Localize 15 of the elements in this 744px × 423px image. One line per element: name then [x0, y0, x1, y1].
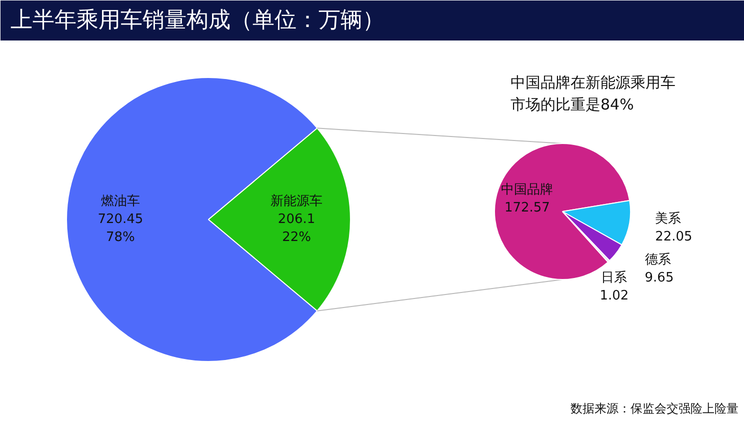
chart-title: 中国品牌在新能源乘用车市场的比重是84% [510, 74, 676, 114]
slice-label: 日系 [601, 270, 628, 286]
data-label: 720.45 78% [98, 212, 144, 245]
data-label: 22.05 [655, 229, 692, 244]
data-label: 9.65 [644, 270, 674, 286]
slice-label: 德系 [644, 252, 671, 268]
source-note: 数据来源：保监会交强险上险量 [570, 402, 738, 416]
slice-label: 美系 [655, 210, 682, 226]
data-label: 1.02 [600, 288, 629, 304]
data-label: 172.57 [504, 200, 550, 216]
slice-label: 新能源车 [270, 194, 323, 209]
chart-title: 上半年乘用车销量构成（单位：万辆） [10, 8, 384, 33]
slice-label: 中国品牌 [501, 182, 554, 198]
slice-label: 燃油车 [100, 194, 140, 209]
data-label: 206.1 22% [278, 212, 316, 245]
